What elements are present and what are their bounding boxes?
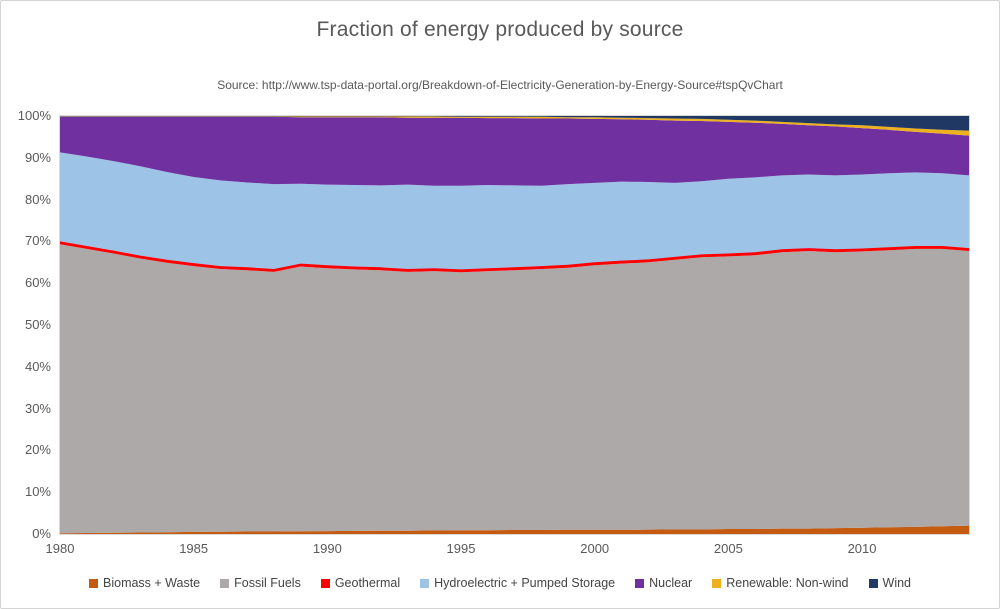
- legend-item-fossil-fuels: Fossil Fuels: [220, 576, 301, 590]
- legend-label: Wind: [882, 576, 911, 590]
- legend-item-geothermal: Geothermal: [320, 576, 401, 590]
- legend-swatch-icon: [420, 578, 430, 588]
- plot-area: [59, 115, 970, 535]
- y-axis-tick: 60%: [24, 275, 51, 291]
- x-axis-tick: 1990: [312, 541, 342, 556]
- legend-label: Renewable: Non-wind: [726, 576, 849, 590]
- area-nuclear: [60, 116, 969, 186]
- legend: Biomass + Waste Fossil Fuels Geothermal Hyd…: [1, 576, 999, 590]
- y-axis-tick: 40%: [24, 358, 51, 374]
- legend-item-nuclear: Nuclear: [635, 576, 692, 590]
- chart-title: Fraction of energy produced by source: [316, 18, 684, 41]
- x-axis-tick: 2005: [713, 541, 743, 556]
- x-axis-tick: 1985: [179, 541, 209, 556]
- legend-label: Nuclear: [649, 576, 693, 590]
- legend-label: Geothermal: [334, 576, 401, 590]
- legend-label: Biomass + Waste: [103, 576, 201, 590]
- chart-subtitle: Source: http://www.tsp-data-portal.org/B…: [217, 78, 783, 92]
- y-axis-tick: 20%: [24, 442, 51, 458]
- area-hydroelectric-pumped-storage: [60, 152, 969, 270]
- y-axis-tick: 0%: [32, 526, 51, 541]
- legend-swatch-icon: [89, 578, 98, 588]
- legend-label: Hydroelectric + Pumped Storage: [434, 576, 616, 590]
- y-axis-tick: 70%: [24, 233, 51, 249]
- legend-item-renewable-non-wind: Renewable: Non-wind: [712, 576, 849, 590]
- y-axis-tick: 100%: [17, 108, 51, 123]
- stacked-area-svg: [60, 116, 969, 534]
- x-axis-tick: 1980: [45, 541, 75, 556]
- legend-swatch-icon: [868, 578, 878, 588]
- legend-item-biomass-waste: Biomass + Waste: [89, 576, 200, 590]
- legend-item-hydroelectric-pumped-storage: Hydroelectric + Pumped Storage: [420, 576, 615, 590]
- area-renewable-non-wind: [60, 116, 969, 136]
- area-fossil-fuels: [60, 244, 969, 534]
- y-axis-tick: 30%: [24, 400, 51, 416]
- area-biomass-waste: [60, 525, 969, 534]
- x-axis-tick: 2000: [580, 541, 610, 556]
- legend-swatch-icon: [220, 578, 230, 588]
- area-wind: [60, 116, 969, 131]
- legend-label: Fossil Fuels: [234, 576, 301, 590]
- x-axis-tick: 2010: [847, 541, 877, 556]
- x-axis-tick: 1995: [446, 541, 476, 556]
- y-axis-tick: 80%: [24, 191, 51, 207]
- y-axis-tick: 10%: [24, 484, 51, 500]
- y-axis-tick: 50%: [24, 317, 51, 332]
- legend-swatch-icon: [635, 578, 645, 588]
- legend-item-wind: Wind: [868, 576, 911, 590]
- y-axis-tick: 90%: [24, 149, 51, 165]
- legend-swatch-icon: [320, 578, 330, 588]
- legend-swatch-icon: [712, 578, 722, 588]
